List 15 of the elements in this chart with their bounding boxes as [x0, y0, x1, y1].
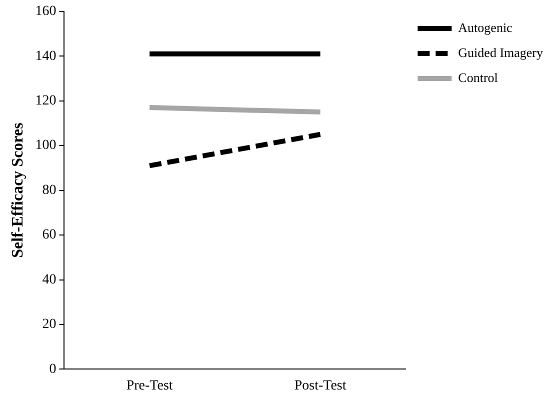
x-tick-label: Pre-Test — [126, 378, 173, 394]
legend-label: Autogenic — [458, 20, 513, 35]
y-axis-title: Self-Efficacy Scores — [10, 122, 27, 258]
legend-label: Guided Imagery — [458, 44, 544, 60]
y-tick-label: 140 — [35, 48, 56, 64]
y-tick-label: 160 — [35, 4, 56, 20]
legend-label: Control — [458, 70, 498, 85]
y-tick-label: 60 — [42, 228, 56, 243]
y-tick-label: 20 — [42, 317, 56, 332]
y-tick-label: 120 — [35, 94, 56, 109]
x-tick-label: Post-Test — [294, 378, 346, 394]
y-tick-label: 100 — [35, 138, 56, 154]
y-tick-label: 0 — [49, 362, 56, 377]
y-tick-label: 80 — [42, 182, 56, 198]
y-tick-label: 40 — [42, 272, 56, 288]
